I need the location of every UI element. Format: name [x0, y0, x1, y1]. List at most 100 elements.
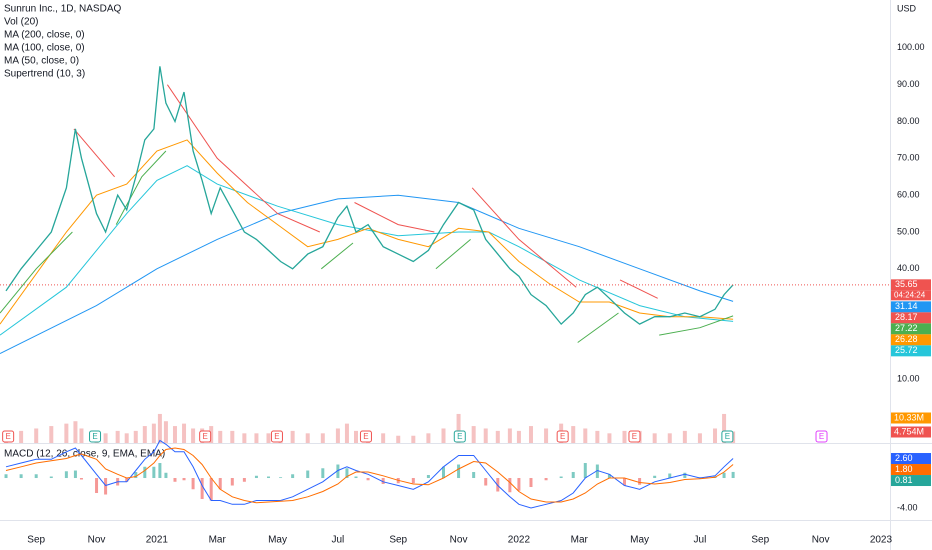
earnings-marker — [199, 430, 212, 443]
macd-histogram-bar — [306, 470, 310, 479]
macd-histogram-bar — [173, 478, 177, 482]
x-tick-label: Nov — [88, 535, 106, 546]
volume-bar — [64, 423, 69, 443]
macd-histogram-bar — [152, 466, 156, 479]
earnings-label: E — [725, 432, 730, 441]
x-tick-label: Sep — [751, 535, 769, 546]
volume-bar — [381, 433, 386, 443]
price-label: 27.22 — [895, 323, 918, 333]
macd-label-box — [891, 475, 931, 487]
macd-histogram-bar — [623, 478, 627, 486]
macd-histogram-bar — [19, 474, 23, 479]
earnings-label: E — [92, 432, 97, 441]
macd-label: 1.80 — [895, 464, 913, 474]
volume-bar — [335, 428, 340, 443]
volume-bar — [682, 430, 687, 443]
volume-bar — [290, 430, 295, 443]
volume-bar — [142, 426, 147, 443]
macd-histogram-bar — [722, 472, 726, 479]
x-tick-label: May — [630, 535, 649, 546]
macd-histogram-bar — [426, 475, 430, 479]
volume-bar — [607, 433, 612, 443]
earnings-label: E — [819, 432, 824, 441]
macd-histogram-bar — [484, 478, 488, 486]
macd-histogram-bar — [267, 476, 271, 479]
macd-histogram-bar — [354, 476, 358, 479]
macd-histogram-bar — [583, 463, 587, 479]
volume-bar — [254, 433, 259, 443]
volume-bar — [172, 426, 177, 443]
volume-label: 4.754M — [894, 426, 924, 436]
volume-label-box — [891, 412, 931, 424]
macd-histogram-bar — [336, 464, 340, 479]
macd-histogram-bar — [49, 476, 53, 479]
volume-label: 10.33M — [894, 412, 924, 422]
x-tick-label: May — [268, 535, 287, 546]
y-tick-label: 60.00 — [897, 190, 920, 200]
macd-histogram-bar — [638, 478, 642, 485]
price-label: 28.17 — [895, 312, 918, 322]
volume-bar — [230, 430, 235, 443]
macd-histogram-bar — [731, 471, 735, 479]
supertrend-down — [73, 84, 658, 299]
x-tick-label: 2023 — [870, 535, 893, 546]
macd-histogram-bar — [134, 472, 138, 479]
macd-histogram-bar — [182, 478, 186, 481]
moving-average — [0, 194, 734, 354]
price-label-box — [891, 334, 931, 346]
volume-bar — [266, 433, 271, 443]
y-tick-label: 10.00 — [897, 374, 920, 384]
macd-label-box — [891, 464, 931, 476]
macd-histogram-bar — [230, 478, 234, 486]
supertrend-up — [0, 150, 734, 343]
earnings-marker — [359, 430, 372, 443]
currency: USD — [897, 3, 917, 13]
price-label-box — [891, 279, 931, 291]
volume-label-box — [891, 426, 931, 438]
earnings-marker — [270, 430, 283, 443]
countdown: 04:24:24 — [894, 290, 926, 299]
macd-title: MACD (12, 26, close, 9, EMA, EMA) — [4, 449, 165, 460]
macd-histogram-bar — [668, 473, 672, 479]
macd-histogram-bar — [472, 472, 476, 479]
x-tick-label: Nov — [812, 535, 830, 546]
volume-bar — [697, 433, 702, 443]
macd-histogram-bar — [559, 476, 563, 479]
earnings-marker — [721, 430, 734, 443]
indicator-legend: MA (200, close, 0) — [4, 30, 85, 41]
indicator-legend: Supertrend (10, 3) — [4, 69, 85, 80]
x-tick-label: Mar — [209, 535, 227, 546]
volume-bar — [722, 413, 727, 443]
volume-bar — [320, 433, 325, 443]
x-tick-label: Sep — [389, 535, 407, 546]
chart-title: Sunrun Inc., 1D, NASDAQ — [4, 4, 121, 15]
price-label-box — [891, 345, 931, 357]
macd-histogram-bar — [200, 478, 204, 500]
volume-bar — [103, 433, 108, 443]
x-tick-label: 2022 — [508, 535, 531, 546]
macd-histogram-bar — [607, 474, 611, 479]
macd-histogram-bar — [529, 478, 533, 488]
volume-bar — [456, 413, 461, 443]
macd-histogram-bar — [544, 478, 548, 481]
earnings-label: E — [363, 432, 368, 441]
volume-bar — [79, 428, 84, 443]
volume-bar — [426, 433, 431, 443]
volume-bar — [571, 426, 576, 443]
volume-bar — [242, 433, 247, 443]
indicator-legend: MA (50, close, 0) — [4, 56, 79, 67]
volume-bar — [124, 433, 129, 443]
macd-histogram-bar — [209, 478, 213, 501]
y-tick-label: 80.00 — [897, 116, 920, 126]
volume-bar — [471, 426, 476, 443]
volume-bar — [713, 428, 718, 443]
price-line — [5, 66, 734, 326]
price-label-box — [891, 312, 931, 324]
macd-histogram-bar — [125, 478, 129, 482]
macd-label: 2.60 — [895, 453, 913, 463]
earnings-marker — [453, 430, 466, 443]
volume-bar — [49, 426, 54, 443]
macd-histogram-bar — [95, 478, 99, 494]
volume-bar — [441, 428, 446, 443]
